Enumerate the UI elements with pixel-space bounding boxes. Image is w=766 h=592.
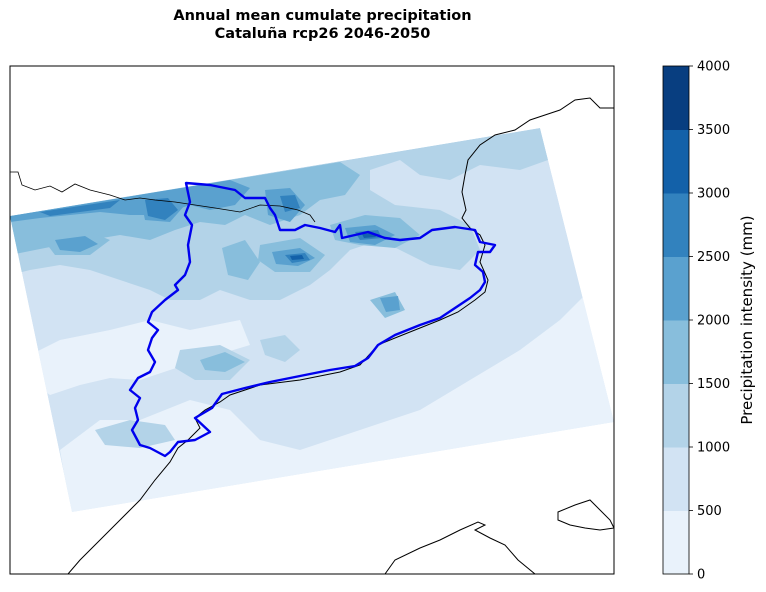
- colorbar-block: [663, 510, 689, 575]
- level-2000-2500: [380, 296, 400, 312]
- colorbar-tick-label: 2000: [697, 314, 730, 329]
- level-2000-2500: [55, 236, 98, 252]
- colorbar-block: [663, 320, 689, 384]
- level-1500-2000: [10, 162, 360, 255]
- colorbar-tick-label: 3500: [697, 123, 730, 138]
- colorbar-block: [663, 129, 689, 194]
- level-1500-2000: [222, 240, 260, 280]
- level-2500-3000: [40, 200, 120, 216]
- level-0-500: [20, 320, 250, 395]
- map-frame: [9, 65, 615, 575]
- colorbar-label: Precipitation intensity (mm): [738, 215, 756, 424]
- colorbar-block: [663, 193, 689, 257]
- colorbar-tick-label: 2500: [697, 250, 730, 265]
- colorbar-block: [663, 383, 689, 448]
- colorbar-block: [663, 256, 689, 321]
- colorbar-tick-label: 500: [697, 504, 722, 519]
- level-1500-2000: [200, 352, 245, 372]
- catalonia-outline: [128, 181, 497, 458]
- map-subtitle: Cataluña rcp26 2046-2050: [214, 26, 431, 42]
- colorbar-tick-label: 1500: [697, 377, 730, 392]
- level-0-500: [60, 280, 614, 512]
- colorbar-block: [663, 447, 689, 511]
- map-title: Annual mean cumulate precipitation: [173, 8, 472, 24]
- level-1000-1500: [260, 335, 300, 362]
- level-3000-3500: [290, 255, 304, 260]
- colorbar-tick-label: 4000: [697, 60, 730, 75]
- coastline: [67, 97, 614, 574]
- precipitation-field: [10, 128, 614, 512]
- island: [557, 499, 614, 531]
- level-2500-3000: [145, 198, 178, 220]
- colorbar-tick-label: 3000: [697, 187, 730, 202]
- colorbar-block: [663, 66, 689, 130]
- level-2500-3000: [280, 195, 300, 212]
- border-line: [10, 171, 316, 223]
- colorbar-tick-label: 0: [697, 568, 705, 583]
- colorbar-tick-label: 1000: [697, 441, 730, 456]
- coastline-south: [384, 521, 536, 574]
